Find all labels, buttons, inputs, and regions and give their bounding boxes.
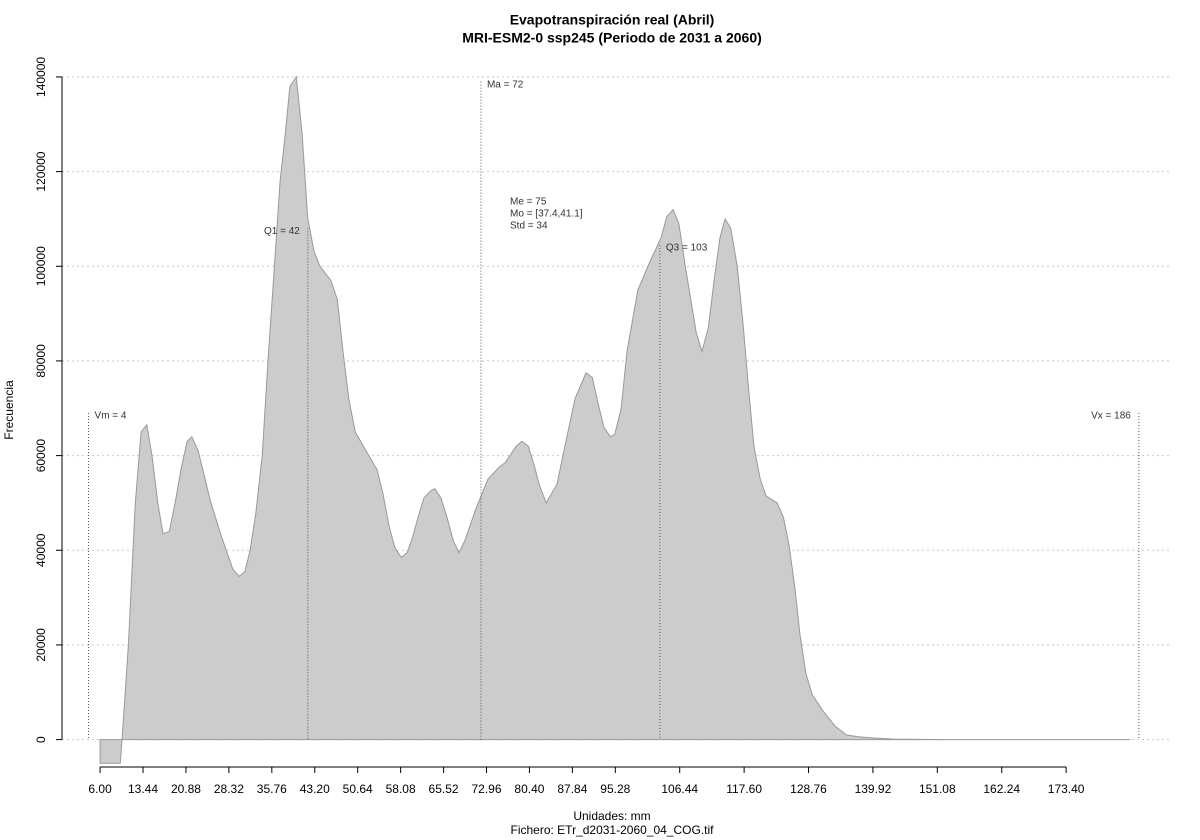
- x-tick-label: 50.64: [343, 782, 373, 796]
- x-tick-label: 43.20: [300, 782, 330, 796]
- x-tick-label: 139.92: [855, 782, 892, 796]
- y-tick-label: 120000: [34, 151, 48, 191]
- footer: Fichero: ETr_d2031-2060_04_COG.tif: [511, 823, 715, 837]
- y-tick-label: 100000: [34, 246, 48, 286]
- x-axis-label: Unidades: mm: [573, 809, 650, 823]
- y-tick-label: 20000: [34, 628, 48, 662]
- y-tick-label: 40000: [34, 533, 48, 567]
- stat-label: Vx = 186: [1091, 411, 1131, 422]
- x-tick-label: 117.60: [726, 782, 762, 796]
- chart-title: Evapotranspiración real (Abril): [510, 12, 715, 28]
- x-tick-label: 72.96: [471, 782, 501, 796]
- y-tick-label: 80000: [34, 344, 48, 378]
- x-tick-label: 128.76: [790, 782, 827, 796]
- stat-text: Mo = [37.4,41.1]: [510, 209, 583, 220]
- x-tick-label: 87.84: [557, 782, 587, 796]
- x-tick-label: 173.40: [1048, 782, 1085, 796]
- x-tick-label: 65.52: [429, 782, 459, 796]
- x-tick-label: 13.44: [128, 782, 158, 796]
- stat-label: Ma = 72: [487, 79, 524, 90]
- stat-label: Q1 = 42: [264, 226, 300, 237]
- x-tick-label: 35.76: [257, 782, 287, 796]
- x-tick-label: 106.44: [661, 782, 698, 796]
- x-tick-label: 162.24: [983, 782, 1020, 796]
- x-tick-label: 151.08: [919, 782, 956, 796]
- stat-text: Std = 34: [510, 221, 548, 232]
- stat-label: Vm = 4: [95, 411, 127, 422]
- stat-text: Me = 75: [510, 197, 547, 208]
- x-tick-label: 80.40: [514, 782, 544, 796]
- stat-label: Q3 = 103: [666, 243, 708, 254]
- y-tick-label: 140000: [34, 57, 48, 97]
- y-tick-label: 60000: [34, 439, 48, 473]
- x-tick-label: 6.00: [88, 782, 112, 796]
- y-axis-label: Frecuencia: [2, 380, 16, 440]
- x-tick-label: 20.88: [171, 782, 201, 796]
- x-tick-label: 95.28: [600, 782, 630, 796]
- y-tick-label: 0: [34, 736, 48, 743]
- x-tick-label: 28.32: [214, 782, 244, 796]
- chart-subtitle: MRI-ESM2-0 ssp245 (Periodo de 2031 a 206…: [462, 30, 762, 46]
- density-area: [99, 75, 1131, 764]
- x-tick-label: 58.08: [386, 782, 416, 796]
